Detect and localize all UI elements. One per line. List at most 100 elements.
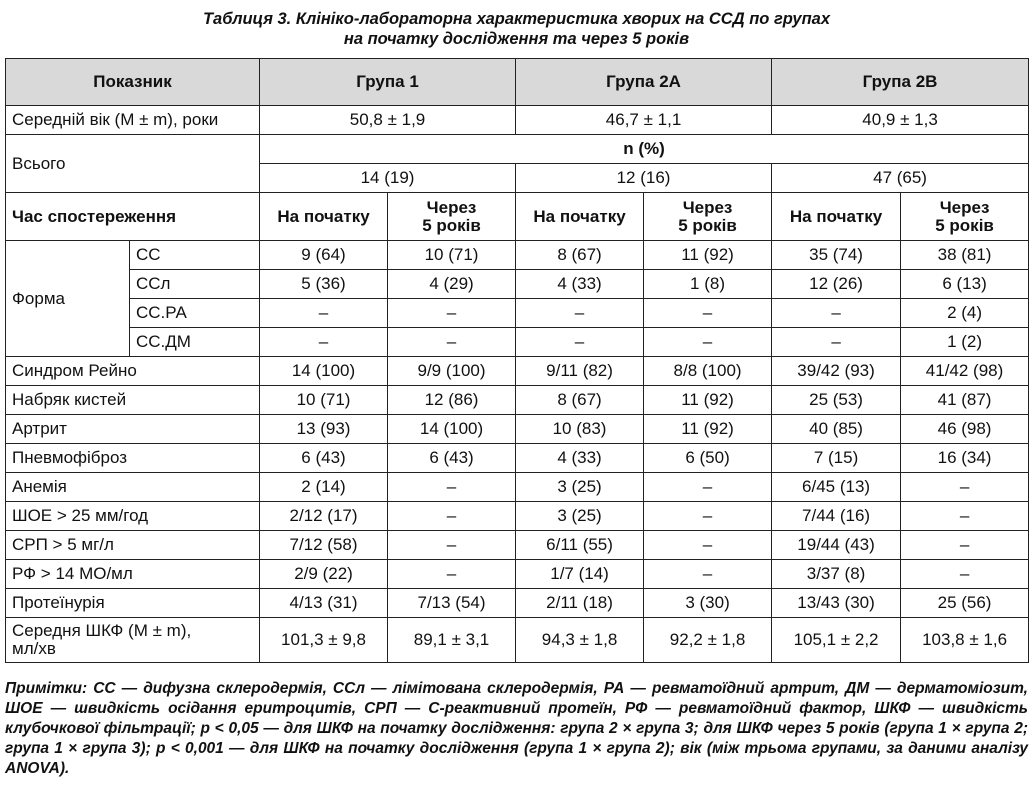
table-cell: 8 (67) <box>515 385 645 415</box>
table-row: РФ > 14 МО/мл 2/9 (22) –1/7 (14) –3/37 (8) – <box>4 559 1030 589</box>
table-cell: 7/12 (58) <box>259 530 389 560</box>
table-cell: 39/42 (93) <box>771 356 902 386</box>
table-cell: 13/43 (30) <box>771 588 902 618</box>
table-cell: 6/45 (13) <box>771 472 902 502</box>
table-row: Синдром Рейно 14 (100) 9/9 (100) 9/11 (82) 8… <box>4 356 1030 386</box>
table-cell: – <box>387 501 517 531</box>
table-cell: 92,2 ± 1,8 <box>643 617 773 663</box>
table-cell: – <box>643 298 773 328</box>
table-cell: 6 (50) <box>643 443 773 473</box>
table-cell: 8 (67) <box>515 240 645 270</box>
table-cell: 19/44 (43) <box>771 530 902 560</box>
table-cell: 103,8 ± 1,6 <box>900 617 1030 663</box>
caption-line-2: на початку дослідження та через 5 років <box>343 30 690 48</box>
table-row: Артрит 13 (93) 14 (100) 10 (83) 11 (92) 40 (8… <box>4 414 1030 444</box>
table-cell: – <box>900 472 1030 502</box>
form-sub-label: ССл <box>128 269 261 299</box>
table-cell: 3 (25) <box>515 501 645 531</box>
table-cell: 46 (98) <box>900 414 1030 444</box>
obs-after-group-2b: Через 5 років <box>900 192 1030 241</box>
table-cell: 10 (71) <box>259 385 389 415</box>
table-cell: 13 (93) <box>259 414 389 444</box>
table-cell: 12 (26) <box>771 269 902 299</box>
table-cell: 1/7 (14) <box>515 559 645 589</box>
table-cell: 7 (15) <box>771 443 902 473</box>
table-cell: 40 (85) <box>771 414 902 444</box>
table-cell: 12 (86) <box>387 385 517 415</box>
table-cell: 14 (100) <box>387 414 517 444</box>
table-cell: 4/13 (31) <box>259 588 389 618</box>
row-label: Пневмофіброз <box>4 443 261 473</box>
table-cell: – <box>387 472 517 502</box>
row-label: РФ > 14 МО/мл <box>4 559 261 589</box>
form-sub-label: СС <box>128 240 261 270</box>
form-label: Форма <box>5 240 130 357</box>
age-label: Середній вік (M ± m), роки <box>4 105 261 135</box>
table-cell: – <box>900 559 1030 589</box>
header-row: Показник Група 1 Група 2A Група 2B <box>4 58 1030 106</box>
age-row: Середній вік (M ± m), роки 50,8 ± 1,9 46… <box>4 105 1030 135</box>
form-sub-label: СС.РА <box>128 298 261 328</box>
table-cell: 11 (92) <box>643 240 773 270</box>
table-row: Набряк кистей 10 (71) 12 (86) 8 (67) 11 (92)… <box>4 385 1030 415</box>
age-group-1: 50,8 ± 1,9 <box>259 105 517 135</box>
row-label: СРП > 5 мг/л <box>4 530 261 560</box>
table-cell: 4 (33) <box>515 269 645 299</box>
table-cell: 38 (81) <box>900 240 1030 270</box>
table-cell: 11 (92) <box>643 385 773 415</box>
table-cell: 2 (14) <box>259 472 389 502</box>
table-cell: 2/9 (22) <box>259 559 389 589</box>
row-label: Синдром Рейно <box>4 356 261 386</box>
table-cell: 3 (30) <box>643 588 773 618</box>
table-cell: 10 (83) <box>515 414 645 444</box>
table-row: СРП > 5 мг/л 7/12 (58) –6/11 (55) –19/44 (4… <box>4 530 1030 560</box>
form-row: ССл 5 (36) 4 (29) 4 (33) 1 (8) 12 (26) 6… <box>6 269 1030 299</box>
header-group-1: Група 1 <box>259 58 517 106</box>
table-cell: 14 (100) <box>259 356 389 386</box>
table-cell: – <box>259 327 389 357</box>
table-cell: 7/13 (54) <box>387 588 517 618</box>
table-cell: 6/11 (55) <box>515 530 645 560</box>
table-cell: 89,1 ± 3,1 <box>387 617 517 663</box>
table-cell: 6 (43) <box>387 443 517 473</box>
table-row: Анемія 2 (14) –3 (25) –6/45 (13) – <box>4 472 1030 502</box>
table-cell: 94,3 ± 1,8 <box>515 617 645 663</box>
table-cell: – <box>387 559 517 589</box>
table-cell: 2/11 (18) <box>515 588 645 618</box>
table-cell: – <box>643 530 773 560</box>
table-row: ШОЕ > 25 мм/год 2/12 (17) –3 (25) –7/44 (16… <box>4 501 1030 531</box>
obs-start-group-2a: На початку <box>515 192 645 241</box>
obs-start-group-1: На початку <box>259 192 389 241</box>
table-cell: 16 (34) <box>900 443 1030 473</box>
table-cell: 6 (13) <box>900 269 1030 299</box>
table-cell: 7/44 (16) <box>771 501 902 531</box>
table-cell: 1 (8) <box>643 269 773 299</box>
table-cell: – <box>515 327 645 357</box>
table-cell: – <box>387 327 517 357</box>
row-label: ШОЕ > 25 мм/год <box>4 501 261 531</box>
table-row: Пневмофіброз 6 (43) 6 (43) 4 (33) 6 (50) 7 (1… <box>4 443 1030 473</box>
row-label: Протеїнурія <box>4 588 261 618</box>
table-cell: – <box>259 298 389 328</box>
table-cell: – <box>387 298 517 328</box>
gfr-row: Середня ШКФ (M ± m), мл/хв 101,3 ± 9,8 89,1… <box>4 617 1030 663</box>
table-cell: 5 (36) <box>259 269 389 299</box>
table-cell: – <box>900 530 1030 560</box>
total-values-row: 14 (19) 12 (16) 47 (65) <box>6 163 1030 193</box>
table-cell: 105,1 ± 2,2 <box>771 617 902 663</box>
table-cell: 9/9 (100) <box>387 356 517 386</box>
age-group-2b: 40,9 ± 1,3 <box>771 105 1030 135</box>
total-label: Всього <box>4 134 261 193</box>
table-cell: 11 (92) <box>643 414 773 444</box>
table-cell: – <box>643 501 773 531</box>
obs-after-group-2a: Через 5 років <box>643 192 773 241</box>
form-sub-label: СС.ДМ <box>128 327 261 357</box>
form-row: СС.ДМ – – – – – 1 (2) <box>6 327 1030 357</box>
observation-label: Час спостереження <box>4 192 261 241</box>
table-cell: 9/11 (82) <box>515 356 645 386</box>
table-cell: – <box>515 298 645 328</box>
header-indicator: Показник <box>4 58 261 106</box>
table-cell: 2 (4) <box>900 298 1030 328</box>
clinical-table: Показник Група 1 Група 2A Група 2B Серед… <box>4 58 1030 663</box>
